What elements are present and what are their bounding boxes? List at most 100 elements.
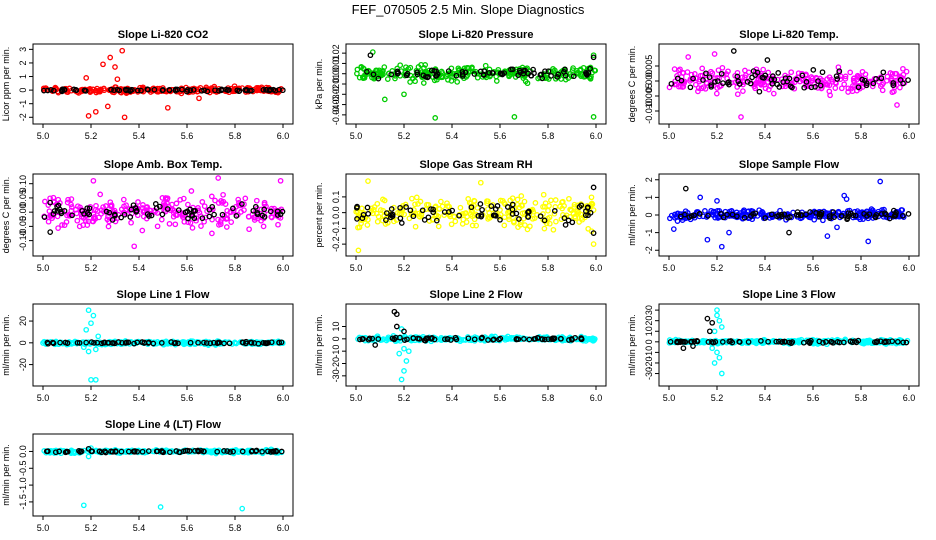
outlier-point [401,345,407,352]
x-tick-label: 5.6 [181,263,194,273]
data-point [422,206,429,213]
data-point [745,208,751,215]
data-point [779,338,786,345]
outlier-point [716,354,723,361]
x-tick-label: 5.6 [181,131,194,141]
x-tick-label: 5.4 [759,263,772,273]
data-point [380,196,386,203]
chart-panel: Slope Li-820 Temp. degrees C per min. 5.0 5… [627,29,920,141]
data-point [230,205,236,212]
outlier-point [164,104,171,111]
data-point [734,91,741,98]
data-point [863,82,870,89]
data-point [86,205,93,212]
outlier-point [706,328,713,335]
outlier-point [714,349,720,356]
outlier-point [877,178,884,185]
data-point [212,197,218,204]
data-point [562,222,569,228]
data-point [736,338,743,345]
data-point [692,81,699,88]
y-tick-label: -20 [644,356,654,369]
data-point [369,335,376,342]
data-point [551,210,558,217]
data-point [671,66,678,72]
data-point [459,71,466,78]
data-point [383,217,389,223]
y-tick-label: 0 [18,88,28,93]
data-point [473,222,480,229]
outlier-point [239,505,246,512]
y-tick-label: 0.00 [18,203,28,221]
chart-title: Slope Gas Stream RH [419,159,532,171]
data-point [698,85,705,92]
x-tick-label: 5.2 [711,393,724,403]
x-tick-label: 5.4 [446,393,459,403]
data-point [587,75,594,82]
data-point [532,200,539,206]
x-tick-label: 5.2 [398,393,411,403]
data-point [414,71,421,78]
y-tick-label: 0.01 [331,55,341,73]
data-point [850,75,857,82]
data-point [718,70,725,77]
data-point [900,212,906,219]
data-point [278,339,285,346]
outlier-point [711,328,718,335]
data-point [375,336,382,342]
data-point [97,191,104,198]
data-point [420,72,427,79]
data-point [425,214,432,221]
data-point [837,76,844,83]
data-point [407,79,413,85]
data-point [471,71,478,77]
data-point [788,340,795,347]
data-point [253,447,260,454]
data-point [252,203,259,210]
data-point [215,339,222,346]
data-point [521,336,527,342]
black-series [44,338,285,347]
plot-frame [658,303,920,387]
data-point [448,337,454,343]
data-point [795,212,802,218]
x-tick-label: 5.6 [494,263,507,273]
x-tick-label: 5.6 [494,131,507,141]
data-point [77,448,84,455]
data-point [151,86,158,93]
x-tick-label: 5.8 [855,393,868,403]
data-point [471,336,478,343]
data-point [96,214,102,221]
data-point [674,338,681,345]
data-point [162,195,169,201]
data-point [813,210,819,216]
data-point [276,339,282,346]
data-point [42,198,48,205]
data-point [63,448,70,455]
data-point [866,337,873,344]
outlier-point [685,54,692,60]
data-point [48,86,54,93]
data-point [428,67,435,74]
data-point [501,214,508,221]
data-point [401,337,408,343]
data-point [199,215,206,222]
data-point [513,336,520,343]
x-tick-label: 5.0 [663,131,676,141]
data-point [489,70,496,76]
outlier-point [393,323,400,330]
data-point [181,218,188,225]
data-point [41,87,47,94]
data-point [817,82,824,89]
x-tick-label: 5.8 [229,393,242,403]
data-point [826,213,833,219]
data-point [881,339,888,346]
data-point [49,339,56,346]
data-point [574,211,580,218]
data-point [569,67,576,73]
outlier-point [90,177,97,184]
data-point [486,66,493,73]
data-point [258,206,265,213]
data-point [555,71,562,78]
data-point [485,337,491,343]
